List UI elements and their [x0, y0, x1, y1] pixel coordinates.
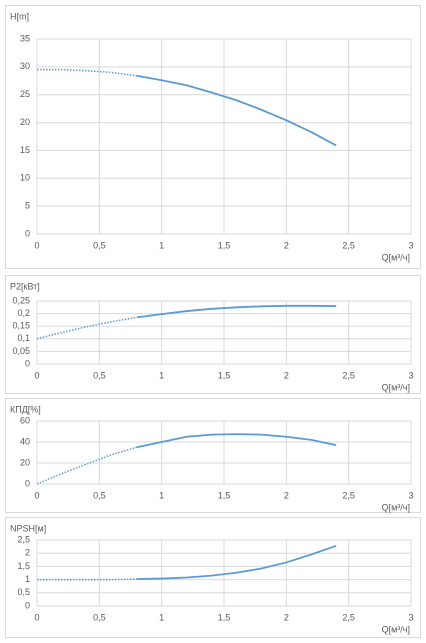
x-tick-label: 0: [34, 370, 39, 380]
x-tick-label: 2,5: [342, 490, 355, 500]
y-tick-label: 30: [20, 61, 30, 71]
y-tick-label: 5: [25, 201, 30, 211]
x-tick-label: 1,5: [218, 370, 231, 380]
x-tick-label: 2,5: [342, 240, 355, 250]
x-tick-label: 2: [284, 240, 289, 250]
panel: [5, 275, 421, 394]
y-axis-label: КПД[%]: [10, 404, 41, 414]
y-tick-label: 2: [25, 548, 30, 558]
y-tick-label: 0,05: [12, 346, 30, 356]
x-tick-label: 1: [159, 612, 164, 622]
curve: [136, 433, 337, 449]
x-tick-label: 1: [159, 370, 164, 380]
x-tick-label: 1,5: [218, 240, 231, 250]
x-tick-label: 0: [34, 240, 39, 250]
y-tick-label: 2,5: [17, 534, 30, 544]
y-tick-label: 20: [20, 117, 30, 127]
x-tick-label: 0,5: [93, 490, 106, 500]
x-axis-label: Q[м³/ч]: [382, 502, 410, 512]
curve: [36, 446, 137, 485]
x-tick-label: 2,5: [342, 612, 355, 622]
x-tick-label: 3: [408, 490, 413, 500]
y-tick-label: 25: [20, 89, 30, 99]
y-tick-label: 0: [25, 600, 30, 610]
y-tick-label: 40: [20, 436, 30, 446]
x-axis-label: Q[м³/ч]: [382, 382, 410, 392]
x-tick-label: 3: [408, 370, 413, 380]
x-tick-label: 1,5: [218, 490, 231, 500]
y-tick-label: 0,15: [12, 321, 30, 331]
x-axis-label: Q[м³/ч]: [382, 252, 410, 262]
y-tick-label: 0,1: [17, 333, 30, 343]
x-tick-label: 0,5: [93, 370, 106, 380]
x-tick-label: 2: [284, 490, 289, 500]
x-tick-label: 3: [408, 240, 413, 250]
y-tick-label: 35: [20, 33, 30, 43]
x-tick-label: 3: [408, 612, 413, 622]
y-tick-label: 60: [20, 415, 30, 425]
x-tick-label: 2: [284, 370, 289, 380]
y-tick-label: 0,25: [12, 295, 30, 305]
x-axis-label: Q[м³/ч]: [382, 624, 410, 634]
y-axis-label: H[m]: [10, 11, 29, 21]
x-tick-label: 2,5: [342, 370, 355, 380]
y-tick-label: 0,2: [17, 308, 30, 318]
y-tick-label: 10: [20, 173, 30, 183]
y-tick-label: 15: [20, 145, 30, 155]
y-tick-label: 1: [25, 574, 30, 584]
curve: [136, 544, 337, 580]
y-tick-label: 1,5: [17, 561, 30, 571]
x-tick-label: 0: [34, 490, 39, 500]
y-tick-label: 0,5: [17, 587, 30, 597]
x-tick-label: 0: [34, 612, 39, 622]
panel: [5, 5, 421, 269]
curve: [136, 304, 337, 319]
y-tick-label: 20: [20, 457, 30, 467]
y-tick-label: 0: [25, 228, 30, 238]
x-tick-label: 0,5: [93, 612, 106, 622]
y-tick-label: 0: [25, 478, 30, 488]
y-tick-label: 0: [25, 358, 30, 368]
x-tick-label: 0,5: [93, 240, 106, 250]
curve: [36, 316, 137, 340]
y-axis-label: NPSH[м]: [10, 523, 46, 533]
x-tick-label: 1: [159, 240, 164, 250]
panel: [5, 398, 421, 513]
y-axis-label: P2[кВт]: [10, 281, 40, 291]
x-tick-label: 1,5: [218, 612, 231, 622]
x-tick-label: 2: [284, 612, 289, 622]
curve: [136, 74, 337, 147]
panel: [5, 517, 421, 638]
x-tick-label: 1: [159, 490, 164, 500]
